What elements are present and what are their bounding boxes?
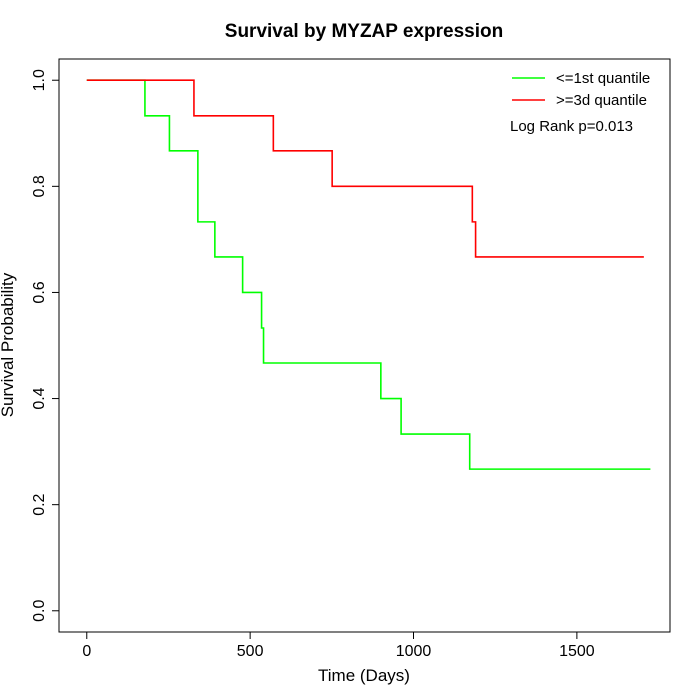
series-layer xyxy=(86,79,651,470)
y-tick-label: 0.4 xyxy=(31,387,48,409)
log-rank-annotation: Log Rank p=0.013 xyxy=(510,118,633,135)
plot-area-frame xyxy=(58,58,671,633)
x-tick-label: 0 xyxy=(82,643,91,660)
legend-label-series-1: <=1st quantile xyxy=(556,70,650,87)
legend: <=1st quantile >=3d quantile xyxy=(512,70,650,109)
y-tick-label: 0.2 xyxy=(31,493,48,515)
legend-label-series-2: >=3d quantile xyxy=(556,92,647,109)
chart-title: Survival by MYZAP expression xyxy=(225,21,503,42)
x-tick-label: 1500 xyxy=(559,643,595,660)
x-axis: 0 500 1000 1500 xyxy=(82,632,595,660)
x-tick-label: 1000 xyxy=(396,643,432,660)
x-axis-label: Time (Days) xyxy=(318,666,410,685)
y-axis-label: Survival Probability xyxy=(0,272,17,417)
survival-curve-series-2 xyxy=(86,79,644,258)
y-axis: 0.0 0.2 0.4 0.6 0.8 1.0 xyxy=(31,69,59,622)
y-tick-label: 1.0 xyxy=(31,69,48,91)
y-tick-label: 0.6 xyxy=(31,281,48,303)
y-tick-label: 0.0 xyxy=(31,600,48,622)
x-tick-label: 500 xyxy=(237,643,264,660)
y-tick-label: 0.8 xyxy=(31,175,48,197)
survival-curve-series-1 xyxy=(86,79,651,470)
